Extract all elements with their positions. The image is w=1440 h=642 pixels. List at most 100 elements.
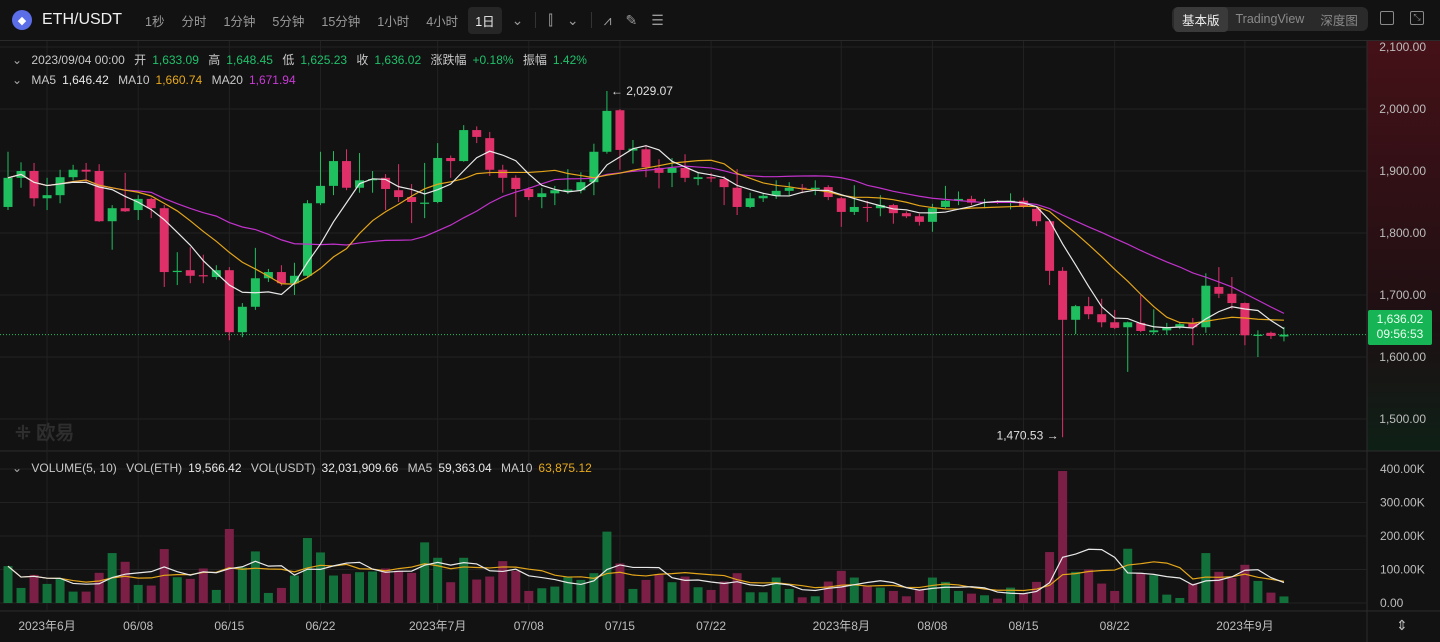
- candle-body: [120, 208, 130, 212]
- volume-bar: [342, 573, 352, 603]
- timeframe-1d[interactable]: 1日: [468, 6, 502, 34]
- candle-body: [172, 270, 182, 273]
- volume-bar: [1097, 583, 1107, 603]
- candle-body: [1123, 322, 1133, 328]
- timeframe-1m[interactable]: 1分钟: [223, 14, 256, 29]
- ohlc-info: ⌄ 2023/09/04 00:00 开 1,633.09 高 1,648.45 低…: [12, 51, 593, 68]
- candle-body: [394, 190, 404, 198]
- chevron-down-icon[interactable]: ⌄: [566, 11, 579, 28]
- timeframe-4h[interactable]: 4小时: [426, 14, 459, 29]
- volume-bar: [602, 531, 612, 603]
- volume-bar: [680, 576, 690, 603]
- candle-body: [485, 138, 495, 170]
- volume-ma10-line: [7, 561, 1285, 592]
- candle-body: [875, 205, 885, 209]
- volume-bar: [1279, 596, 1289, 603]
- volume-bar: [1110, 590, 1120, 603]
- candle-body: [381, 177, 391, 189]
- view-basic[interactable]: 基本版: [1174, 6, 1228, 32]
- settings-list-icon[interactable]: ☰: [651, 11, 664, 28]
- volume-bar: [1019, 593, 1029, 603]
- volume-bar: [719, 581, 729, 603]
- timeframe-5m[interactable]: 5分钟: [272, 14, 305, 29]
- volume-bar: [1045, 552, 1055, 603]
- indicators-icon[interactable]: ⩘: [603, 11, 612, 28]
- divider: [590, 12, 592, 28]
- volume-bar: [81, 591, 91, 603]
- volume-bar: [159, 549, 169, 603]
- current-price-tag: 1,636.02 09:56:53: [1368, 310, 1432, 345]
- volume-bar: [133, 584, 143, 603]
- view-depth[interactable]: 深度图: [1320, 13, 1358, 28]
- candle-body: [263, 272, 273, 279]
- price-tick-label: 1,600.00: [1379, 350, 1426, 364]
- timeframe-15m[interactable]: 15分钟: [321, 14, 361, 29]
- ma20-value: 1,671.94: [248, 73, 296, 87]
- volume-bar: [589, 573, 599, 603]
- current-price: 1,636.02: [1376, 312, 1424, 326]
- candle-body: [107, 208, 117, 222]
- candle-body: [1240, 303, 1250, 336]
- timeframe-1h[interactable]: 1小时: [377, 14, 410, 29]
- vol-usdt-value: 32,031,909.66: [321, 461, 399, 475]
- time-tick-label: 07/15: [605, 619, 635, 633]
- candle-body: [433, 157, 443, 202]
- ma5-label: MA5: [31, 73, 57, 87]
- volume-bar: [745, 592, 755, 603]
- volume-bar: [263, 592, 273, 603]
- candle-body: [3, 177, 13, 207]
- volume-bar: [927, 577, 937, 603]
- ma10-line: [7, 159, 1284, 324]
- close-label: 收: [356, 53, 369, 67]
- candle-body: [680, 167, 690, 178]
- candle-body: [368, 179, 378, 181]
- candle-body: [901, 213, 911, 217]
- candle-body: [784, 187, 794, 191]
- time-tick-label: 06/08: [123, 619, 153, 633]
- candle-body: [1227, 293, 1237, 304]
- time-tick-label: 06/15: [214, 619, 244, 633]
- candlestick-type-icon[interactable]: ⫿: [548, 11, 553, 28]
- volume-tick-label: 0.00: [1380, 596, 1404, 610]
- candle-body: [315, 185, 325, 204]
- volume-bar: [289, 575, 299, 603]
- close-value: 1,636.02: [374, 53, 422, 67]
- collapse-icon[interactable]: ⤡: [1410, 11, 1424, 25]
- pair-selector[interactable]: ETH/USDT: [42, 11, 122, 28]
- chevron-down-icon[interactable]: ⌄: [511, 11, 524, 28]
- candle-body: [1214, 286, 1224, 294]
- volume-bar: [1006, 587, 1016, 603]
- volume-bar: [537, 588, 547, 603]
- volume-bar: [3, 566, 13, 603]
- pencil-icon[interactable]: ✎: [625, 11, 638, 28]
- volume-bar: [355, 572, 365, 603]
- view-tradingview[interactable]: TradingView: [1235, 12, 1305, 26]
- volume-bar: [1071, 571, 1081, 603]
- high-marker: ← 2,029.07: [611, 84, 673, 98]
- volume-bar: [1201, 553, 1211, 603]
- volume-bar: [771, 577, 781, 603]
- timeframe-1s[interactable]: 1秒: [145, 14, 165, 29]
- info-date: 2023/09/04 00:00: [31, 53, 125, 67]
- ma5-line: [7, 145, 1285, 330]
- candle-body: [953, 198, 963, 201]
- volume-bar: [94, 572, 104, 603]
- candle-body: [576, 182, 586, 191]
- low-label: 低: [282, 53, 295, 67]
- chevron-down-icon[interactable]: ⌄: [12, 73, 23, 87]
- volume-tick-label: 300.00K: [1380, 496, 1425, 510]
- volume-bar: [875, 587, 885, 603]
- volume-bar: [120, 561, 130, 603]
- candle-body: [1110, 322, 1120, 328]
- volume-bar: [758, 592, 768, 603]
- window-icon[interactable]: [1380, 11, 1394, 25]
- chevron-down-icon[interactable]: ⌄: [12, 461, 23, 475]
- volume-bar: [394, 570, 404, 603]
- volume-bar: [849, 577, 859, 603]
- timeframe-line[interactable]: 分时: [181, 14, 207, 29]
- auto-scale-icon[interactable]: ⇕: [1396, 617, 1408, 633]
- candle-body: [237, 306, 247, 333]
- chevron-down-icon[interactable]: ⌄: [12, 53, 23, 67]
- volume-bar: [732, 573, 742, 603]
